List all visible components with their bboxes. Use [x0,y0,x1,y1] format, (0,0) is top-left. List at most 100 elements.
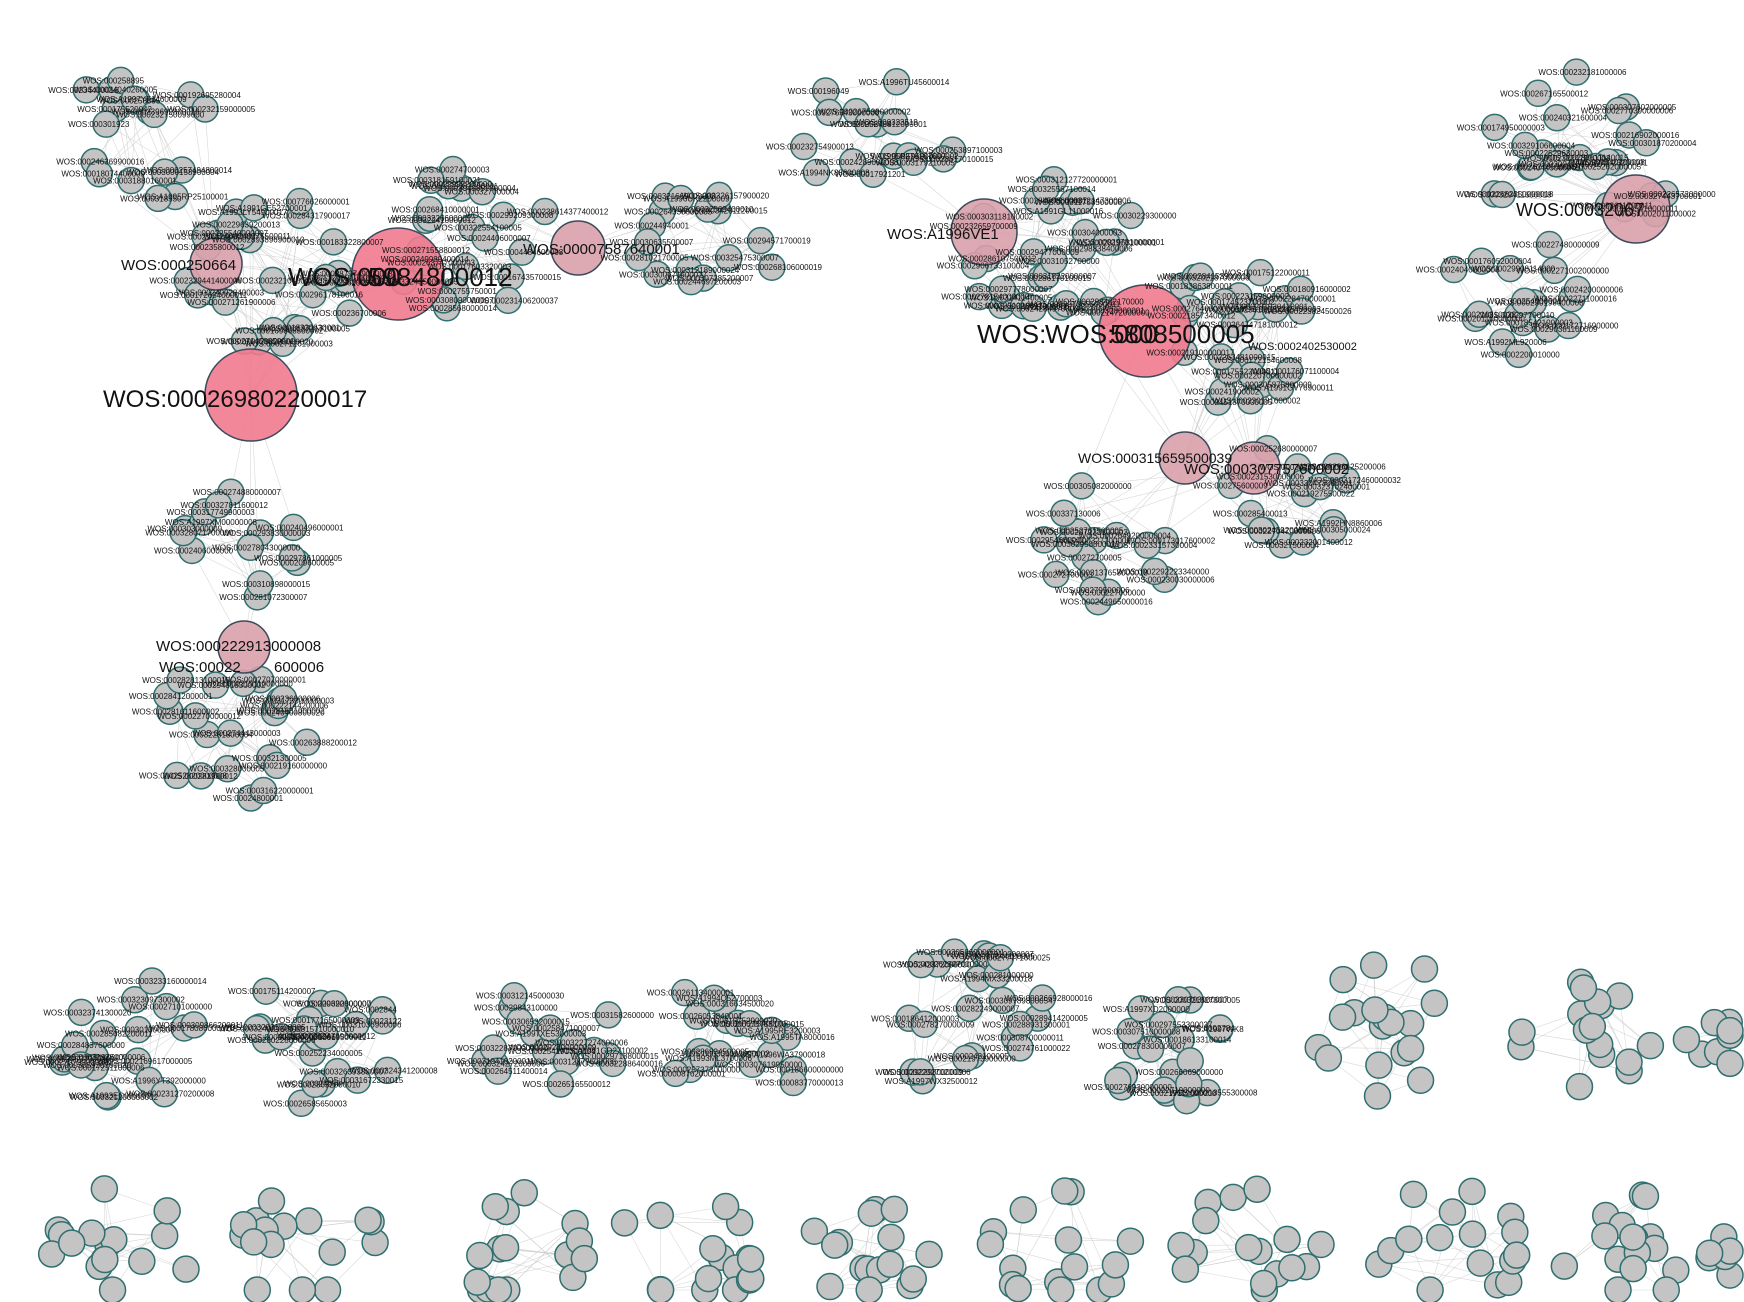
graph-node[interactable] [1359,951,1388,979]
graph-node[interactable] [150,1221,179,1250]
graph-node[interactable] [1395,1225,1423,1254]
graph-node[interactable] [288,1276,317,1302]
graph-node[interactable] [150,158,179,186]
graph-node[interactable] [1406,1066,1435,1095]
graph-node[interactable] [216,210,244,239]
graph-node[interactable] [779,1068,808,1097]
graph-node[interactable] [815,98,843,127]
graph-node[interactable] [1273,1225,1301,1254]
graph-node[interactable] [1504,340,1533,369]
graph-node[interactable] [1117,201,1145,230]
graph-node[interactable] [1050,499,1078,528]
graph-node[interactable] [1243,1175,1271,1203]
graph-node[interactable] [1060,1253,1089,1281]
graph-node[interactable] [246,570,274,598]
graph-node[interactable] [1672,1025,1701,1054]
graph-node[interactable] [1615,1048,1643,1076]
graph-node[interactable] [1004,1274,1032,1302]
hub-node[interactable] [950,198,1018,266]
graph-node[interactable] [1116,1227,1145,1255]
graph-node[interactable] [880,108,909,136]
graph-node[interactable] [1652,1276,1680,1302]
graph-node[interactable] [1052,290,1081,318]
hub-node[interactable] [189,237,243,291]
graph-node[interactable] [239,1228,268,1256]
graph-node[interactable] [1247,516,1276,544]
graph-node[interactable] [252,977,280,1005]
graph-node[interactable] [899,148,928,177]
graph-node[interactable] [1396,1034,1425,1063]
graph-node[interactable] [536,1014,564,1042]
graph-node[interactable] [714,243,743,272]
graph-node[interactable] [802,158,831,187]
graph-node[interactable] [1458,1177,1486,1206]
graph-node[interactable] [57,1229,86,1257]
graph-node[interactable] [335,299,364,327]
graph-node[interactable] [1171,1255,1200,1283]
graph-node[interactable] [279,513,308,542]
graph-node[interactable] [259,316,288,345]
graph-node[interactable] [1031,175,1060,203]
graph-node[interactable] [1496,254,1524,283]
graph-node[interactable] [90,1175,119,1203]
graph-node[interactable] [1140,557,1169,586]
graph-node[interactable] [169,518,197,547]
graph-node[interactable] [1619,1223,1647,1251]
graph-node[interactable] [510,1178,539,1207]
graph-node[interactable] [140,100,168,129]
graph-node[interactable] [287,1089,316,1118]
graph-node[interactable] [1040,247,1068,275]
graph-node[interactable] [646,1276,675,1302]
graph-node[interactable] [1148,1010,1177,1039]
graph-node[interactable] [1192,1206,1220,1235]
graph-node[interactable] [1329,965,1357,994]
graph-node[interactable] [882,68,911,96]
graph-node[interactable] [92,1081,121,1110]
graph-node[interactable] [1508,1018,1536,1046]
graph-node[interactable] [1420,989,1449,1018]
graph-node[interactable] [915,1240,943,1269]
graph-node[interactable] [857,1199,886,1227]
graph-node[interactable] [106,66,135,95]
graph-node[interactable] [1278,1254,1306,1282]
graph-node[interactable] [1488,180,1516,209]
graph-node[interactable] [290,1015,318,1043]
graph-node[interactable] [343,1066,372,1094]
graph-node[interactable] [342,1010,370,1039]
graph-node[interactable] [988,275,1017,303]
graph-node[interactable] [758,253,786,281]
graph-node[interactable] [1591,1222,1619,1250]
graph-node[interactable] [1054,1226,1083,1254]
graph-node[interactable] [988,986,1017,1015]
graph-node[interactable] [880,1195,909,1224]
graph-node[interactable] [144,184,172,213]
graph-node[interactable] [216,719,245,747]
graph-node[interactable] [180,1011,208,1039]
graph-node[interactable] [1175,1070,1203,1098]
graph-node[interactable] [1524,79,1552,108]
graph-node[interactable] [1632,129,1661,157]
graph-node[interactable] [906,1058,935,1086]
graph-node[interactable] [491,1234,520,1262]
graph-node[interactable] [1578,1012,1607,1041]
graph-node[interactable] [1543,103,1571,132]
graph-node[interactable] [859,160,887,188]
graph-node[interactable] [955,994,984,1023]
graph-node[interactable] [67,1051,95,1079]
graph-node[interactable] [152,992,181,1021]
graph-node[interactable] [500,981,528,1010]
graph-node[interactable] [85,159,114,188]
graph-node[interactable] [150,1079,179,1108]
graph-node[interactable] [285,187,314,216]
graph-node[interactable] [929,145,958,173]
graph-node[interactable] [689,1044,717,1072]
graph-node[interactable] [976,1230,1005,1258]
graph-node[interactable] [439,155,467,184]
graph-node[interactable] [1565,1072,1594,1101]
graph-node[interactable] [263,751,291,780]
graph-node[interactable] [257,1187,286,1215]
graph-node[interactable] [986,943,1015,972]
graph-node[interactable] [1328,1003,1357,1031]
graph-node[interactable] [319,228,348,256]
